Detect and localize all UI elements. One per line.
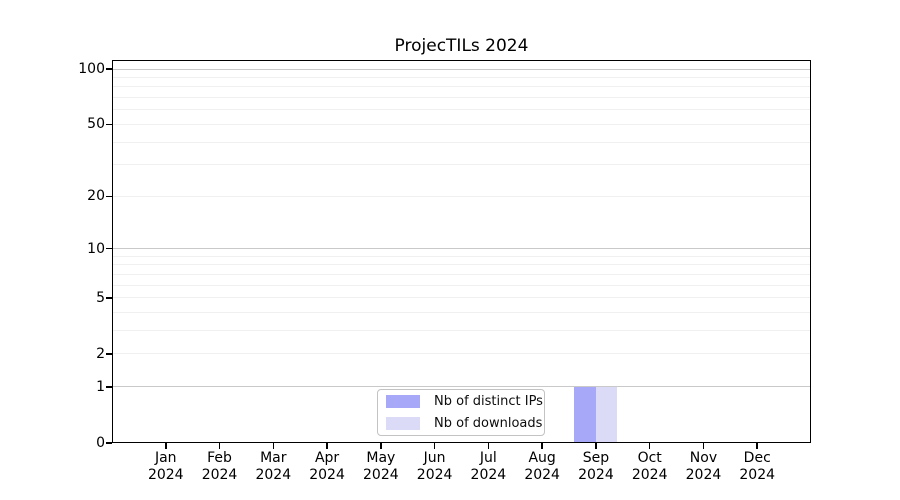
y-tick-mark: [106, 386, 112, 388]
x-tick-label: May 2024: [351, 450, 411, 484]
x-tick-year: 2024: [739, 467, 776, 483]
gridline-major: [113, 68, 810, 70]
x-tick-mark: [380, 443, 382, 449]
x-tick-year: 2024: [309, 467, 345, 483]
x-tick-mark: [648, 443, 651, 449]
y-tick-mark: [106, 195, 112, 198]
gridline-minor: [113, 164, 810, 166]
y-tick-mark: [106, 123, 112, 126]
y-tick-mark: [106, 442, 112, 444]
y-tick-mark: [106, 353, 112, 355]
x-tick-year: 2024: [255, 467, 292, 483]
x-tick-year: 2024: [631, 467, 668, 483]
x-tick-label: Nov 2024: [673, 450, 733, 484]
x-tick-label: Oct 2024: [620, 450, 680, 484]
x-tick-month: May: [366, 450, 396, 466]
x-tick-mark: [326, 443, 328, 449]
gridline-minor: [113, 264, 810, 266]
x-tick-year: 2024: [470, 467, 507, 483]
x-tick-year: 2024: [685, 467, 722, 483]
x-tick-mark: [595, 443, 597, 449]
x-tick-month: Jun: [423, 450, 446, 466]
gridline-minor: [113, 77, 810, 79]
gridline-minor: [113, 297, 810, 299]
x-tick-month: Aug: [528, 450, 556, 466]
x-tick-mark: [165, 443, 167, 449]
x-tick-month: Jul: [479, 450, 497, 466]
y-tick-label: 5: [96, 289, 105, 306]
y-tick-label: 50: [87, 116, 105, 133]
legend-entry-distinct-ips: Nb of distinct IPs: [386, 394, 544, 409]
x-tick-mark: [541, 443, 543, 449]
x-tick-month: Oct: [637, 450, 662, 466]
x-tick-year: 2024: [416, 467, 453, 483]
x-tick-month: Apr: [314, 450, 340, 466]
x-tick-year: 2024: [578, 467, 614, 483]
x-tick-label: Mar 2024: [243, 450, 303, 484]
y-tick-label: 1: [96, 378, 105, 395]
y-tick-label: 2: [96, 345, 105, 362]
x-tick-label: Dec 2024: [727, 450, 787, 484]
plot-area: [112, 60, 811, 443]
x-tick-label: Apr 2024: [297, 450, 357, 484]
gridline-minor: [113, 255, 810, 257]
x-tick-month: Mar: [260, 450, 287, 466]
gridline-minor: [113, 353, 810, 355]
x-tick-year: 2024: [363, 467, 399, 483]
y-tick-mark: [106, 247, 112, 250]
x-tick-month: Dec: [743, 450, 771, 466]
gridline-major: [113, 248, 810, 250]
x-tick-label: Jan 2024: [136, 450, 196, 484]
y-tick-mark: [106, 68, 112, 70]
x-tick-label: Feb 2024: [190, 450, 250, 484]
x-tick-label: Jun 2024: [405, 450, 465, 484]
gridline-major: [113, 386, 810, 388]
x-tick-month: Jan: [154, 450, 177, 466]
x-tick-month: Sep: [582, 450, 610, 466]
x-tick-year: 2024: [147, 467, 184, 483]
gridline-minor: [113, 312, 810, 314]
x-tick-mark: [487, 443, 490, 449]
y-tick-label: 20: [87, 188, 105, 205]
gridline-minor: [113, 330, 810, 332]
gridline-minor: [113, 274, 810, 276]
x-tick-mark: [702, 443, 705, 449]
legend: Nb of distinct IPs Nb of downloads: [377, 389, 545, 436]
legend-swatch-downloads: [386, 417, 420, 430]
x-tick-label: Sep 2024: [566, 450, 626, 484]
gridline-minor: [113, 195, 810, 197]
x-tick-month: Feb: [207, 450, 232, 466]
y-tick-label: 10: [87, 240, 105, 257]
legend-label-distinct-ips: Nb of distinct IPs: [434, 394, 543, 409]
x-tick-mark: [218, 443, 221, 449]
bar-nb-of-downloads: [595, 386, 618, 443]
x-tick-label: Aug 2024: [512, 450, 572, 484]
x-tick-mark: [272, 443, 275, 449]
legend-entry-downloads: Nb of downloads: [386, 416, 544, 431]
y-tick-label: 100: [78, 61, 105, 78]
x-tick-mark: [433, 443, 436, 449]
gridline-minor: [113, 141, 810, 143]
bar-nb-of-distinct-ips: [574, 386, 596, 443]
y-tick-mark: [106, 297, 112, 299]
gridline-minor: [113, 86, 810, 88]
gridline-minor: [113, 284, 810, 286]
x-tick-mark: [756, 443, 758, 449]
x-tick-month: Nov: [689, 450, 718, 466]
gridline-minor: [113, 109, 810, 111]
x-tick-year: 2024: [524, 467, 560, 483]
gridline-minor: [113, 123, 810, 125]
legend-swatch-distinct-ips: [386, 395, 420, 408]
chart-title: ProjecTILs 2024: [394, 36, 529, 56]
x-tick-year: 2024: [201, 467, 238, 483]
gridline-minor: [113, 97, 810, 99]
legend-label-downloads: Nb of downloads: [434, 416, 543, 431]
y-tick-label: 0: [96, 435, 105, 451]
x-tick-label: Jul 2024: [458, 450, 518, 484]
